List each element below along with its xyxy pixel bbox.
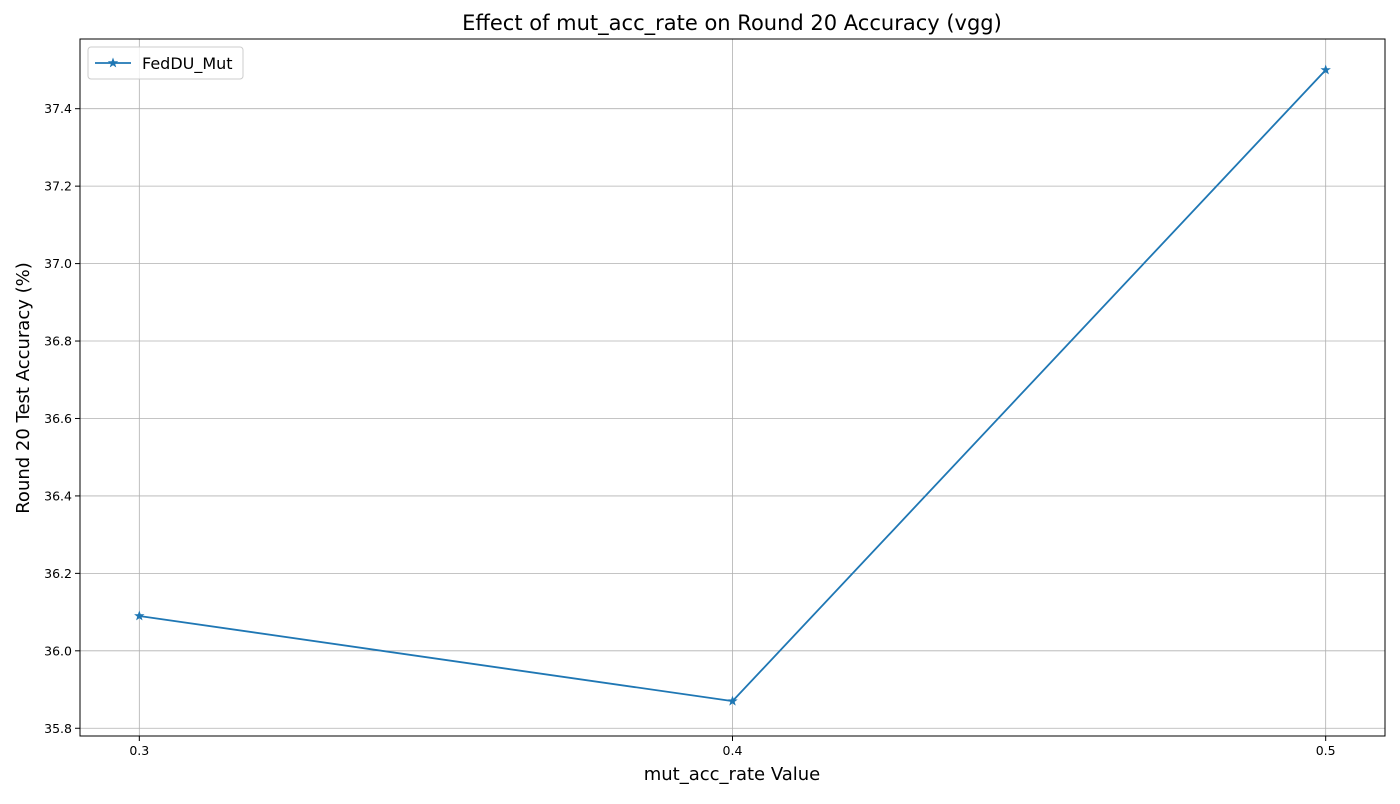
- gridlines: [80, 39, 1385, 736]
- data-point-marker: [727, 695, 738, 706]
- y-tick-label: 36.8: [44, 334, 72, 349]
- y-tick-label: 36.2: [44, 566, 72, 581]
- legend-star-marker: [107, 57, 119, 68]
- y-tick-label: 37.2: [44, 179, 72, 194]
- y-tick-label: 36.6: [44, 411, 72, 426]
- data-point-marker: [134, 610, 145, 621]
- legend-box: [87, 46, 244, 80]
- y-tick-label: 37.0: [44, 256, 72, 271]
- x-tick-label: 0.4: [723, 743, 743, 758]
- x-axis-ticks: 0.3 0.4 0.5: [129, 736, 1336, 758]
- y-tick-label: 36.0: [44, 643, 72, 658]
- legend: FedDU_Mut: [87, 46, 244, 80]
- y-tick-label: 37.4: [44, 101, 72, 116]
- chart-title: Effect of mut_acc_rate on Round 20 Accur…: [462, 11, 1002, 36]
- x-axis-label: mut_acc_rate Value: [644, 764, 821, 785]
- y-tick-label: 36.4: [44, 488, 72, 503]
- y-axis-ticks: 35.8 36.0 36.2 36.4 36.6 36.8 37.0 37.2 37.4: [44, 101, 80, 736]
- data-point-marker: [1320, 64, 1331, 75]
- x-tick-label: 0.3: [129, 743, 149, 758]
- y-axis-label: Round 20 Test Accuracy (%): [13, 262, 34, 514]
- y-tick-label: 35.8: [44, 721, 72, 736]
- series-layer: [134, 64, 1331, 706]
- legend-label-feddu-mut: FedDU_Mut: [142, 54, 233, 74]
- x-tick-label: 0.5: [1316, 743, 1336, 758]
